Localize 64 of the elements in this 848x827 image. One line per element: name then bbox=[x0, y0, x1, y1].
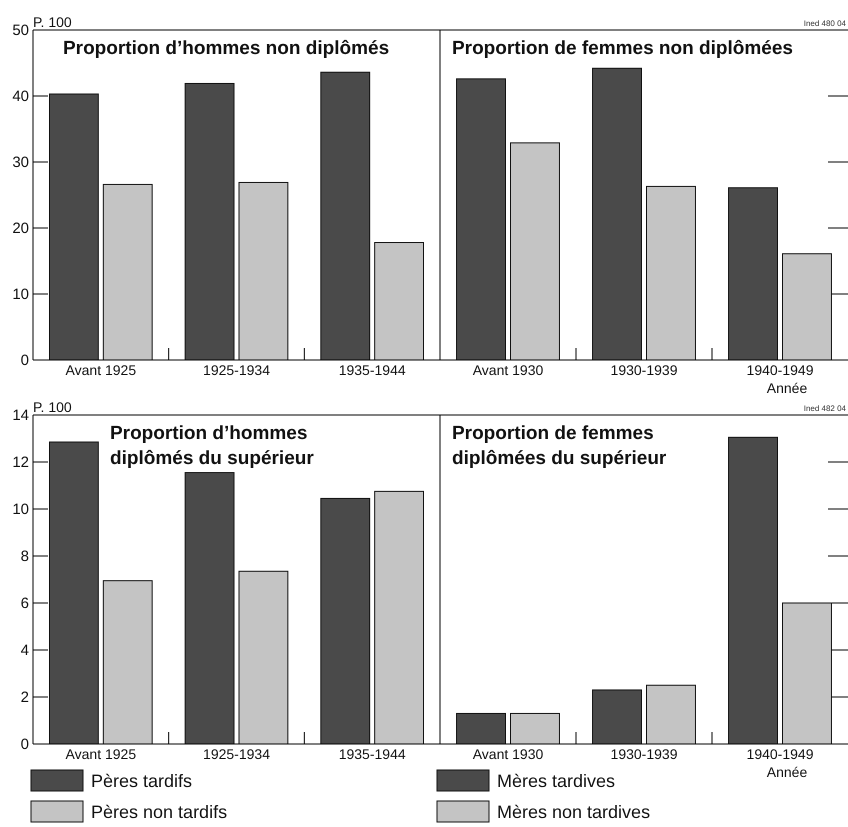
y-tick-label: 20 bbox=[12, 220, 29, 237]
bar bbox=[48, 94, 99, 360]
legend-label: Mères non tardives bbox=[497, 802, 650, 822]
y-tick-label: 12 bbox=[12, 454, 29, 471]
bar bbox=[184, 472, 234, 744]
x-tick-label: 1935-1944 bbox=[338, 746, 406, 762]
x-tick-label: Avant 1925 bbox=[66, 362, 136, 378]
bar bbox=[238, 570, 288, 744]
bar bbox=[782, 253, 832, 360]
bar bbox=[510, 142, 560, 360]
y-tick-label: 8 bbox=[20, 548, 29, 565]
bar bbox=[238, 182, 288, 360]
y-tick-label: 6 bbox=[20, 594, 29, 612]
text: Ined 480 04 bbox=[804, 19, 847, 28]
y-tick-label: 4 bbox=[20, 642, 29, 659]
chart-title: Proportion d’hommes non diplômés bbox=[63, 38, 390, 59]
bar bbox=[102, 184, 153, 360]
x-tick-label: 1940-1949 bbox=[746, 362, 814, 378]
bar bbox=[374, 490, 424, 744]
y-tick-label: 10 bbox=[12, 500, 29, 518]
x-axis-title: Année bbox=[766, 764, 808, 780]
y-tick-label: 14 bbox=[12, 406, 29, 424]
bar bbox=[320, 72, 370, 360]
legend-label: Mères tardives bbox=[497, 771, 616, 791]
bar bbox=[728, 187, 778, 360]
bar bbox=[456, 712, 506, 744]
y-tick-label: 40 bbox=[12, 88, 29, 105]
text: Ined 482 04 bbox=[804, 404, 847, 413]
bar bbox=[48, 442, 99, 744]
bar bbox=[592, 689, 642, 744]
text: Proportion d’hommes diplômés du supérieur bbox=[110, 423, 314, 469]
y-tick-label: 2 bbox=[20, 688, 29, 706]
chart-title: Proportion de femmes non diplômées bbox=[452, 38, 793, 59]
y-tick-label: 10 bbox=[12, 286, 29, 303]
y-axis-title: P. 100 bbox=[33, 14, 72, 30]
y-tick-label: 0 bbox=[20, 736, 29, 753]
legend-label: Pères tardifs bbox=[91, 771, 192, 791]
x-axis-title: Année bbox=[766, 380, 808, 396]
y-tick-label: 0 bbox=[20, 352, 29, 369]
x-tick-label: Avant 1930 bbox=[472, 362, 544, 378]
bar bbox=[102, 580, 153, 744]
x-tick-label: Avant 1930 bbox=[472, 746, 544, 762]
x-tick-label: 1930-1939 bbox=[610, 362, 678, 378]
y-tick-label: 30 bbox=[12, 154, 29, 171]
bar bbox=[374, 242, 424, 360]
x-tick-label: 1925-1934 bbox=[203, 746, 270, 762]
bar bbox=[646, 684, 696, 744]
legend-label: Pères non tardifs bbox=[91, 802, 228, 822]
bar bbox=[510, 712, 560, 744]
x-tick-label: 1935-1944 bbox=[338, 362, 406, 378]
x-tick-label: 1940-1949 bbox=[746, 746, 814, 762]
x-tick-label: 1925-1934 bbox=[203, 362, 270, 378]
y-axis-title: P. 100 bbox=[33, 399, 72, 415]
x-tick-label: Avant 1925 bbox=[66, 746, 136, 762]
bar bbox=[728, 436, 778, 744]
bar bbox=[646, 186, 696, 360]
bar bbox=[184, 82, 234, 360]
x-tick-label: 1930-1939 bbox=[610, 746, 678, 762]
bar bbox=[592, 68, 642, 360]
text: Proportion de femmes diplômées du supérieur bbox=[452, 423, 667, 469]
bar bbox=[456, 78, 506, 360]
bar bbox=[782, 602, 832, 744]
bar bbox=[320, 498, 370, 744]
y-tick-label: 50 bbox=[12, 22, 29, 39]
